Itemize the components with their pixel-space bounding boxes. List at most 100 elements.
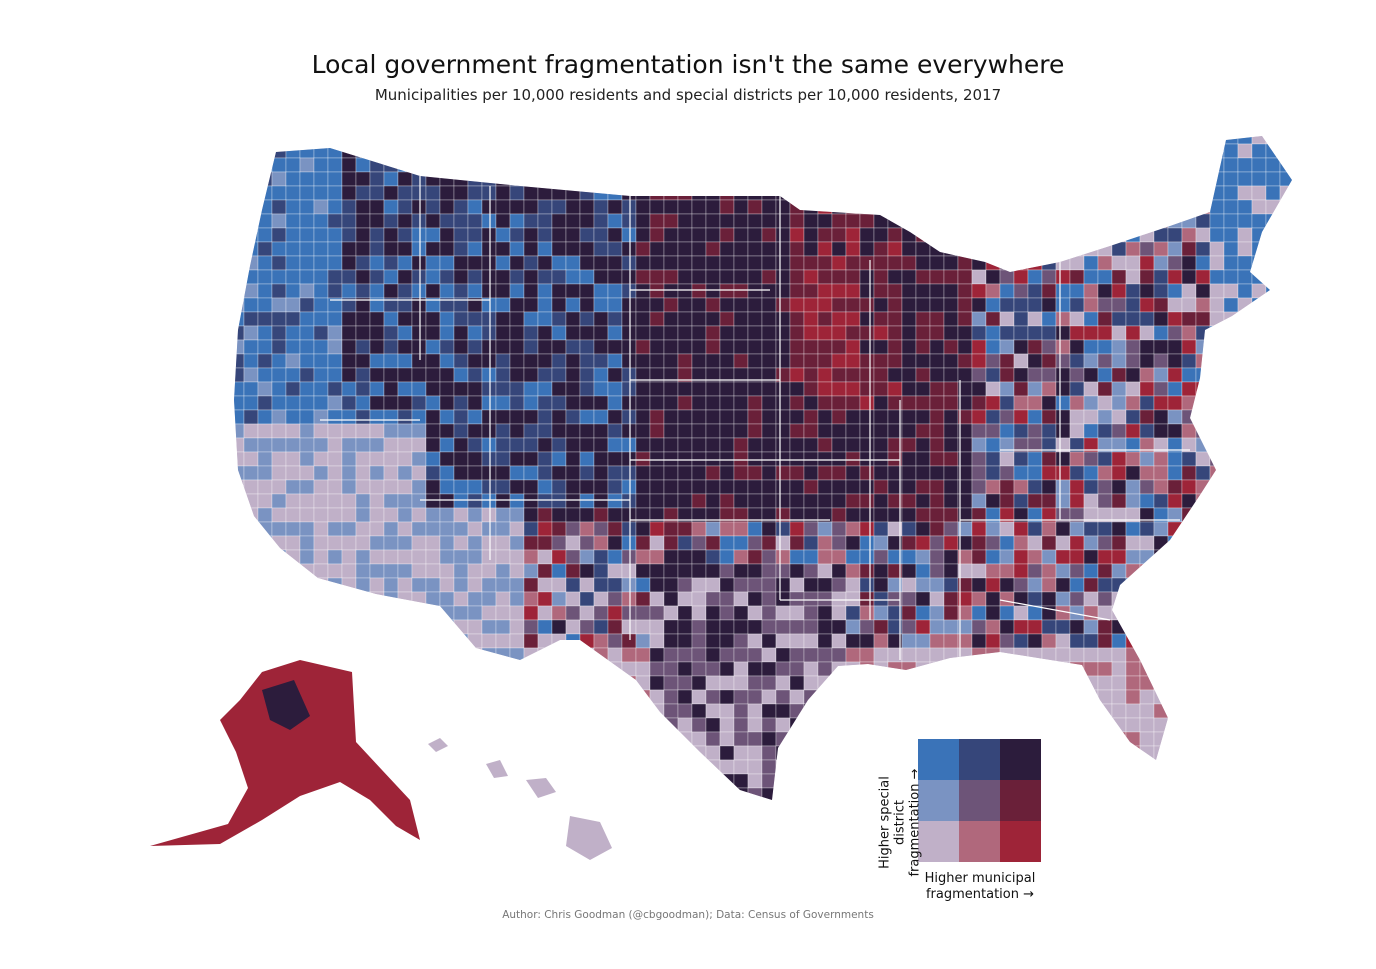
county-cell <box>1125 661 1141 677</box>
county-cell <box>873 647 889 663</box>
county-cell <box>831 255 847 271</box>
county-cell <box>677 199 693 215</box>
county-cell <box>803 213 819 229</box>
county-cell <box>285 199 301 215</box>
county-cell <box>831 773 847 789</box>
county-cell <box>677 619 693 635</box>
county-cell <box>579 759 595 775</box>
county-cell <box>1041 283 1057 299</box>
county-cell <box>383 605 399 621</box>
county-cell <box>1041 451 1057 467</box>
county-cell <box>1195 759 1211 775</box>
county-cell <box>635 661 651 677</box>
county-cell <box>1055 171 1071 187</box>
county-cell <box>775 311 791 327</box>
county-cell <box>1097 297 1113 313</box>
county-cell <box>999 353 1015 369</box>
county-cell <box>509 759 525 775</box>
county-cell <box>271 227 287 243</box>
county-cell <box>1223 493 1239 509</box>
county-cell <box>327 619 343 635</box>
county-cell <box>1237 535 1253 551</box>
county-cell <box>761 353 777 369</box>
county-cell <box>1055 493 1071 509</box>
county-cell <box>327 465 343 481</box>
county-cell <box>859 703 875 719</box>
county-cell <box>243 171 259 187</box>
county-cell <box>719 731 735 747</box>
county-cell <box>495 367 511 383</box>
county-cell <box>621 549 637 565</box>
county-cell <box>1153 297 1169 313</box>
county-cell <box>607 689 623 705</box>
county-cell <box>621 619 637 635</box>
county-cell <box>971 353 987 369</box>
county-cell <box>1294 130 1308 144</box>
county-cell <box>971 437 987 453</box>
county-cell <box>537 605 553 621</box>
county-cell <box>691 311 707 327</box>
county-cell <box>1027 577 1043 593</box>
county-cell <box>985 283 1001 299</box>
county-cell <box>313 549 329 565</box>
county-cell <box>1069 591 1085 607</box>
county-cell <box>243 521 259 537</box>
county-cell <box>971 535 987 551</box>
county-cell <box>761 647 777 663</box>
county-cell <box>1153 731 1169 747</box>
county-cell <box>1069 535 1085 551</box>
county-cell <box>1265 633 1281 649</box>
county-cell <box>929 227 945 243</box>
county-cell <box>831 661 847 677</box>
county-cell <box>523 465 539 481</box>
county-cell <box>425 577 441 593</box>
county-cell <box>327 255 343 271</box>
county-cell <box>971 563 987 579</box>
county-cell <box>537 157 553 173</box>
county-cell <box>817 703 833 719</box>
county-cell <box>593 423 609 439</box>
county-cell <box>1209 437 1225 453</box>
county-cell <box>1013 213 1029 229</box>
county-cell <box>831 269 847 285</box>
county-cell <box>999 535 1015 551</box>
county-cell <box>467 479 483 495</box>
county-cell <box>1139 591 1155 607</box>
county-cell <box>383 255 399 271</box>
county-cell <box>747 157 763 173</box>
county-cell <box>803 283 819 299</box>
county-cell <box>1069 647 1085 663</box>
county-cell <box>355 451 371 467</box>
county-cell <box>649 451 665 467</box>
county-cell <box>887 731 903 747</box>
county-cell <box>467 227 483 243</box>
county-cell <box>915 213 931 229</box>
county-cell <box>495 283 511 299</box>
county-cell <box>243 241 259 257</box>
county-cell <box>243 647 259 663</box>
county-cell <box>1209 507 1225 523</box>
county-cell <box>761 493 777 509</box>
county-cell <box>383 157 399 173</box>
county-cell <box>495 591 511 607</box>
county-cell <box>1125 143 1141 159</box>
county-cell <box>285 465 301 481</box>
county-cell <box>915 143 931 159</box>
county-cell <box>579 773 595 789</box>
county-cell <box>775 171 791 187</box>
county-cell <box>831 465 847 481</box>
county-cell <box>719 353 735 369</box>
county-cell <box>579 703 595 719</box>
county-cell <box>845 717 861 733</box>
county-cell <box>1237 325 1253 341</box>
county-cell <box>453 213 469 229</box>
county-cell <box>243 297 259 313</box>
county-cell <box>565 255 581 271</box>
county-cell <box>537 563 553 579</box>
county-cell <box>649 283 665 299</box>
county-cell <box>915 563 931 579</box>
county-cell <box>761 605 777 621</box>
county-cell <box>1069 759 1085 775</box>
county-cell <box>495 311 511 327</box>
county-cell <box>999 136 1015 145</box>
